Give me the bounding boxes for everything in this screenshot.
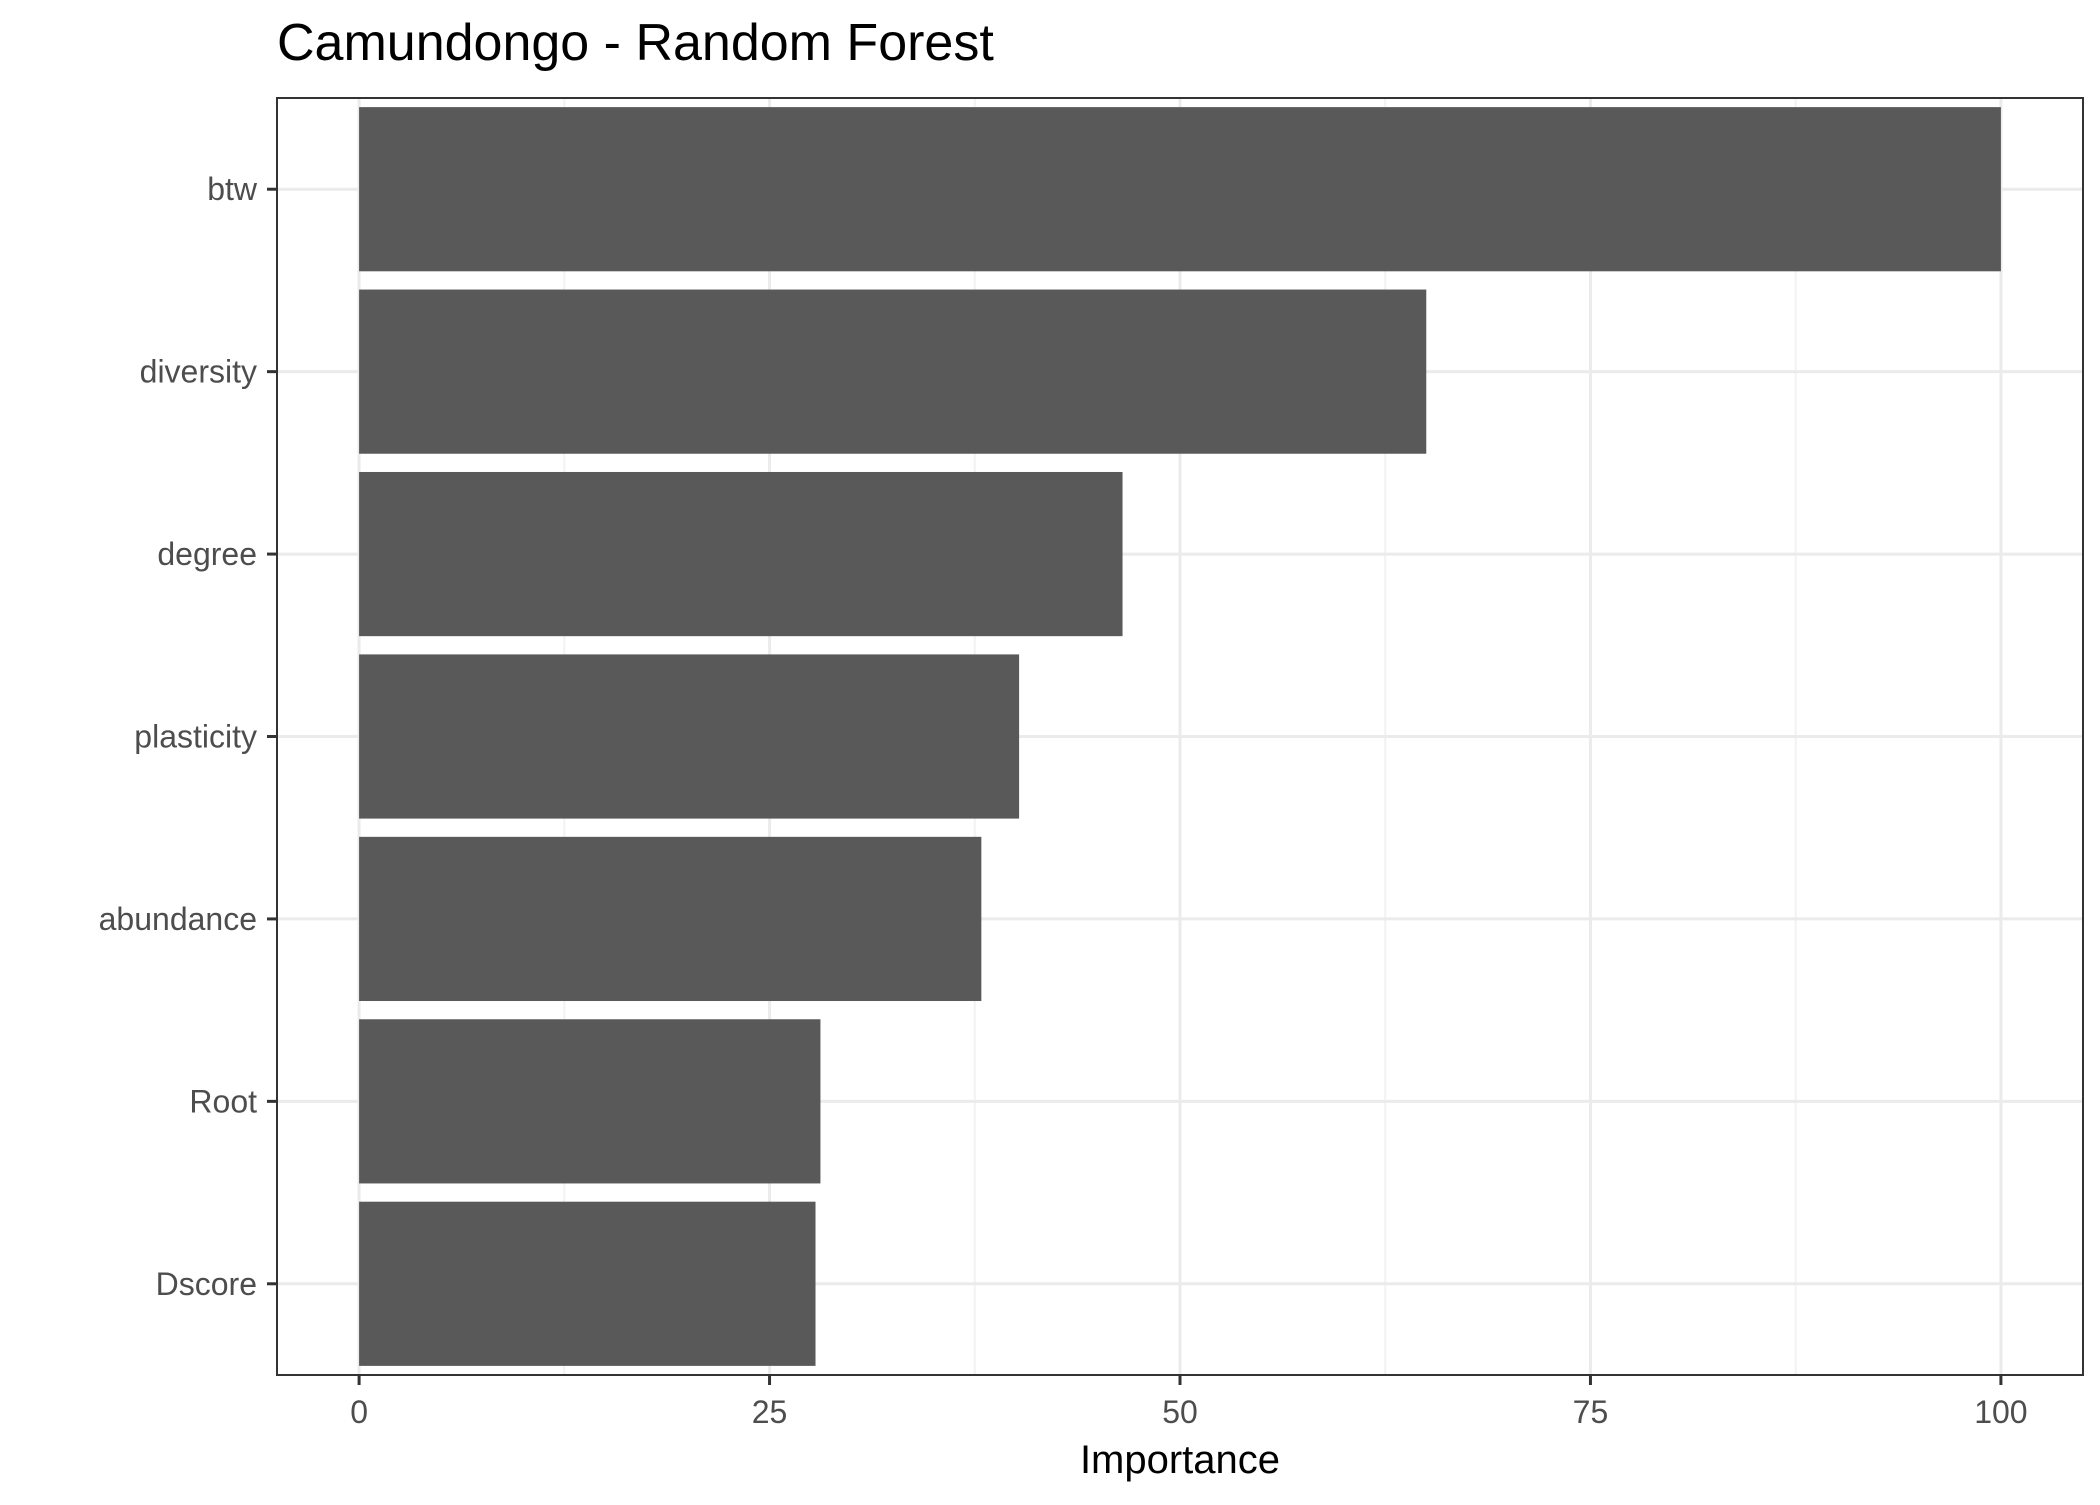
bar-root	[359, 1019, 821, 1184]
y-tick-label: abundance	[99, 901, 257, 937]
bar-layer	[359, 107, 2001, 1366]
x-axis-title: Importance	[1080, 1438, 1280, 1482]
chart-title: Camundongo - Random Forest	[277, 14, 994, 72]
bar-dscore	[359, 1201, 816, 1366]
y-axis: btw diversity degree plasticity abundance Roo…	[99, 171, 277, 1302]
y-tick-label: Dscore	[156, 1266, 257, 1302]
bar-abundance	[359, 836, 982, 1002]
y-tick-label: diversity	[140, 354, 257, 390]
y-tick-label: btw	[207, 171, 258, 207]
y-tick-label: degree	[157, 536, 257, 572]
bar-btw	[359, 107, 2001, 272]
x-tick-label: 100	[1974, 1394, 2027, 1430]
bar-plasticity	[359, 654, 1020, 819]
bar-degree	[359, 471, 1123, 637]
x-tick-label: 0	[350, 1394, 368, 1430]
y-tick-label: plasticity	[134, 719, 257, 755]
y-tick-label: Root	[189, 1083, 257, 1119]
bar-diversity	[359, 289, 1427, 454]
x-tick-label: 25	[752, 1394, 788, 1430]
x-tick-label: 50	[1162, 1394, 1198, 1430]
x-axis: 0 25 50 75 100	[350, 1375, 2028, 1430]
x-tick-label: 75	[1573, 1394, 1609, 1430]
